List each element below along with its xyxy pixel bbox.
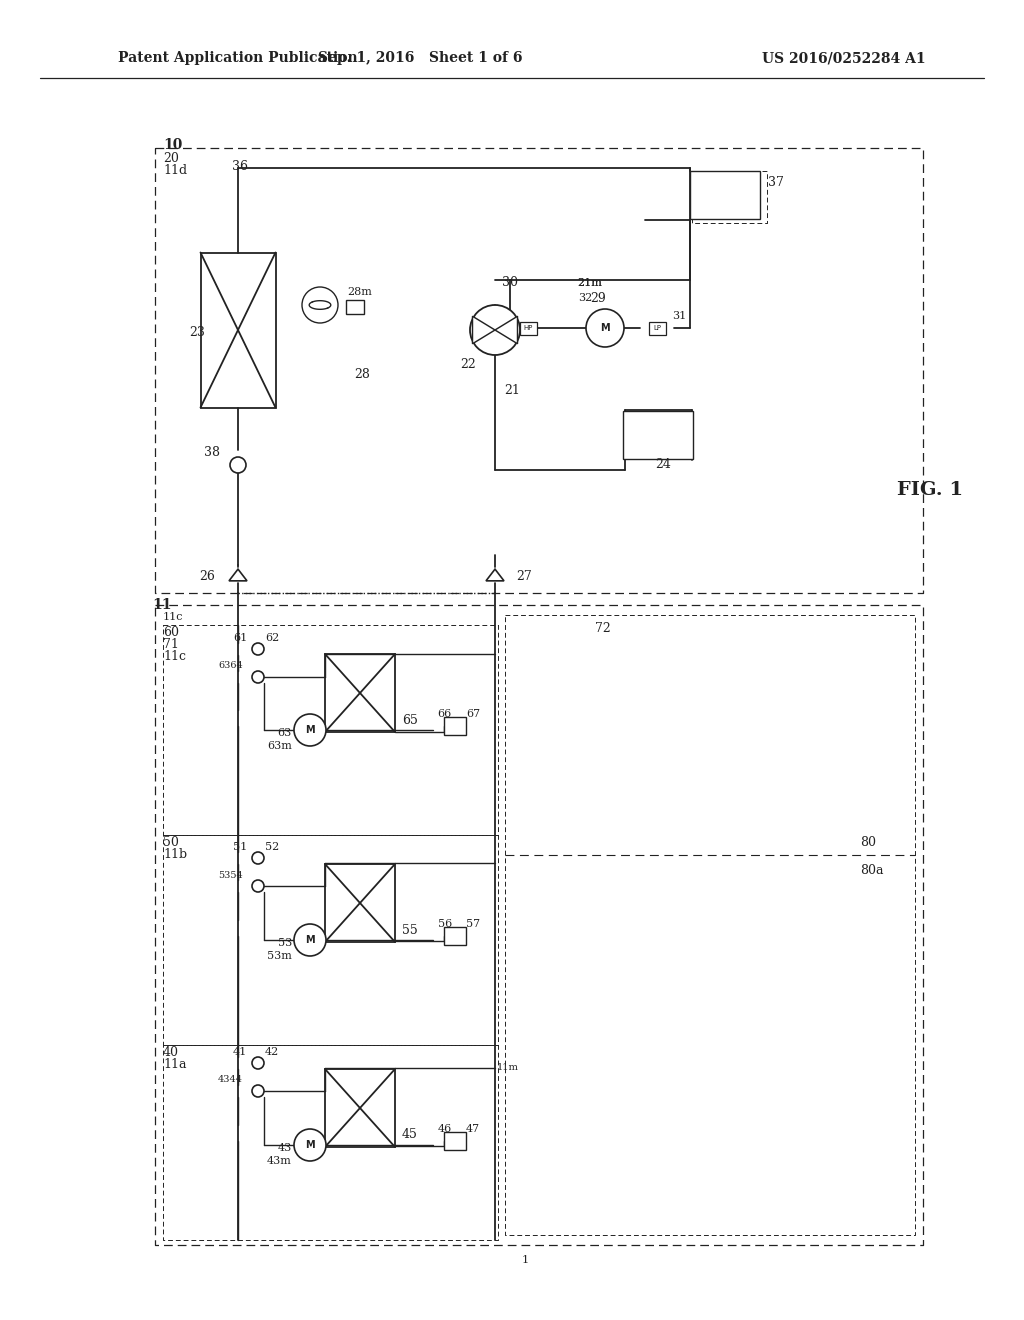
Text: 37: 37 (768, 177, 784, 190)
Text: 46: 46 (437, 1125, 452, 1134)
Text: 52: 52 (265, 842, 280, 851)
Text: 23: 23 (189, 326, 205, 339)
Text: 80a: 80a (860, 863, 884, 876)
Bar (325, 653, 395, 733)
Text: 65: 65 (402, 714, 418, 726)
Text: Patent Application Publication: Patent Application Publication (118, 51, 357, 65)
Text: 63: 63 (278, 729, 292, 738)
Text: 5354: 5354 (218, 870, 243, 879)
Text: 50: 50 (163, 837, 179, 850)
Bar (325, 1069, 395, 1147)
Text: US 2016/0252284 A1: US 2016/0252284 A1 (762, 51, 926, 65)
Text: M: M (305, 725, 314, 735)
Text: 20: 20 (163, 152, 179, 165)
Polygon shape (472, 317, 495, 343)
Polygon shape (495, 317, 517, 343)
Circle shape (294, 714, 326, 746)
Circle shape (294, 924, 326, 956)
Text: 27: 27 (516, 570, 531, 583)
Text: 63m: 63m (267, 741, 292, 751)
Text: 11c: 11c (163, 612, 183, 622)
Circle shape (294, 1129, 326, 1162)
Text: 47: 47 (466, 1125, 480, 1134)
Polygon shape (486, 569, 504, 581)
Text: 29: 29 (590, 292, 606, 305)
Circle shape (252, 851, 264, 865)
Text: 40: 40 (163, 1047, 179, 1060)
Text: M: M (305, 935, 314, 945)
Bar (346, 300, 364, 314)
Text: 51: 51 (232, 842, 247, 851)
Text: 62: 62 (265, 634, 280, 643)
Text: 11d: 11d (163, 165, 187, 177)
Circle shape (470, 305, 520, 355)
Text: 32: 32 (578, 293, 592, 304)
Text: 4344: 4344 (218, 1076, 243, 1085)
Text: 28m: 28m (347, 286, 373, 297)
Text: 6364: 6364 (218, 661, 243, 671)
Text: 10: 10 (163, 139, 182, 152)
Text: HP: HP (523, 325, 532, 331)
Text: FIG. 1: FIG. 1 (897, 480, 963, 499)
Text: 57: 57 (466, 919, 480, 929)
Text: 38: 38 (204, 446, 220, 458)
Text: 31: 31 (672, 312, 686, 321)
Text: 11m: 11m (497, 1064, 519, 1072)
Text: 71: 71 (163, 639, 179, 652)
Bar (648, 322, 666, 334)
Text: 11a: 11a (163, 1059, 186, 1072)
Circle shape (252, 643, 264, 655)
Text: 53: 53 (278, 939, 292, 948)
Text: 43m: 43m (267, 1156, 292, 1166)
Text: LP: LP (653, 325, 662, 331)
Text: 43: 43 (278, 1143, 292, 1152)
Text: M: M (305, 1140, 314, 1150)
Text: 30: 30 (502, 276, 518, 289)
Circle shape (252, 671, 264, 682)
Circle shape (586, 309, 624, 347)
Text: 56: 56 (437, 919, 452, 929)
Text: 21m: 21m (578, 279, 602, 288)
Bar (444, 927, 466, 945)
Text: 36: 36 (232, 161, 248, 173)
Text: 66: 66 (437, 709, 452, 719)
Bar (519, 322, 537, 334)
Bar (444, 717, 466, 735)
Text: 53m: 53m (267, 950, 292, 961)
Text: 21: 21 (504, 384, 520, 396)
Text: 55: 55 (402, 924, 418, 936)
Circle shape (252, 880, 264, 892)
Text: 45: 45 (402, 1129, 418, 1142)
Circle shape (302, 286, 338, 323)
Bar (623, 411, 693, 459)
Text: 22: 22 (460, 359, 476, 371)
Circle shape (252, 1085, 264, 1097)
Text: Sep. 1, 2016   Sheet 1 of 6: Sep. 1, 2016 Sheet 1 of 6 (317, 51, 522, 65)
Bar (690, 172, 760, 219)
Text: 21m: 21m (578, 279, 602, 288)
Circle shape (230, 457, 246, 473)
Circle shape (252, 1057, 264, 1069)
Text: 24: 24 (655, 458, 671, 471)
Text: 11b: 11b (163, 849, 187, 862)
Text: 11c: 11c (163, 651, 186, 664)
Text: 72: 72 (595, 622, 610, 635)
Text: 60: 60 (163, 627, 179, 639)
Text: 41: 41 (232, 1047, 247, 1057)
Text: 26: 26 (199, 570, 215, 583)
Text: 42: 42 (265, 1047, 280, 1057)
Bar (201, 252, 275, 408)
Text: 80: 80 (860, 837, 876, 850)
Text: 11: 11 (152, 598, 171, 612)
Bar (444, 1133, 466, 1150)
Text: 1: 1 (521, 1255, 528, 1265)
Text: 67: 67 (466, 709, 480, 719)
Bar (325, 865, 395, 942)
Text: 28: 28 (354, 368, 370, 381)
Text: 61: 61 (232, 634, 247, 643)
Polygon shape (229, 569, 247, 581)
Text: M: M (600, 323, 610, 333)
